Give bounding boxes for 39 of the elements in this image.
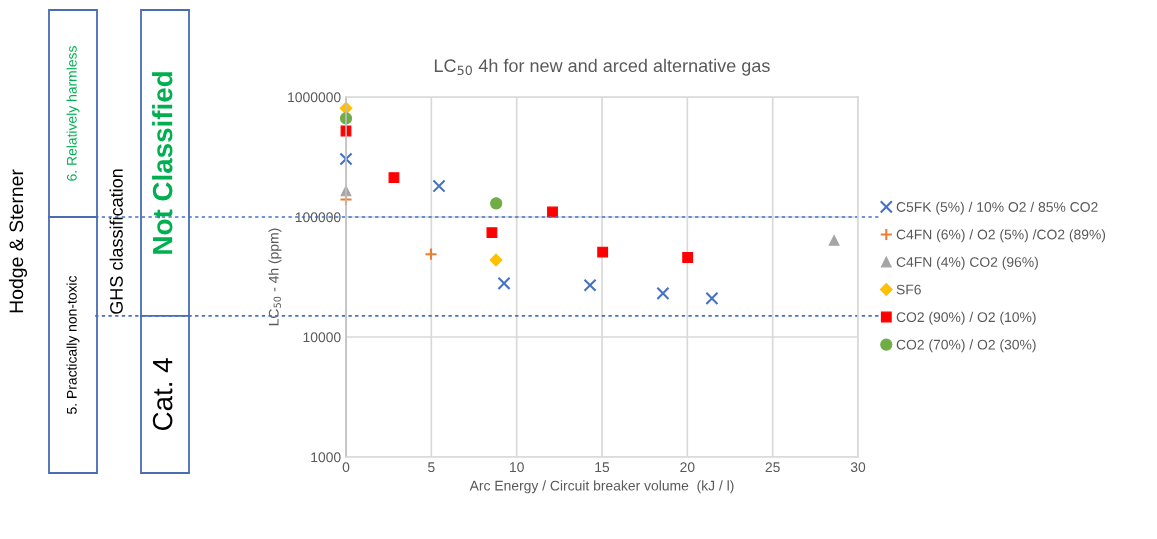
point: [705, 291, 719, 305]
point: [490, 197, 503, 210]
y-tick-label: 1000000: [288, 92, 341, 103]
point: [486, 227, 498, 239]
legend-label: SF6: [896, 284, 921, 295]
point: [497, 276, 511, 290]
text: Hodge & Sterner: [8, 169, 28, 313]
text: GHS classification: [109, 169, 123, 314]
legend-label: CO2 (90%) / O2 (10%): [896, 311, 1036, 325]
y-tick-label: 10000: [303, 332, 341, 343]
x-tick-label: 25: [765, 462, 780, 473]
x-tick-label: 0: [342, 462, 350, 473]
legend-label: C4FN (6%) / O2 (5%) /CO2 (89%): [896, 229, 1106, 243]
chart-title: LC$_{50}$ 4h for new and arced alternative gas: [434, 58, 770, 76]
x-tick-label: 20: [680, 462, 695, 473]
point: [489, 253, 503, 267]
text: Cat. 4: [152, 358, 173, 431]
x-tick-label: 30: [850, 462, 866, 473]
text: Not Classified: [152, 72, 173, 254]
legend-label: C5FK (5%) / 10% O2 / 85% CO2: [896, 201, 1098, 215]
y-tick-label: 1000: [311, 452, 341, 463]
text: 6. Relatively harmless: [66, 46, 80, 181]
x-tick-label: 15: [595, 462, 610, 473]
point: [597, 246, 609, 258]
text: 5. Practically non-toxic: [66, 275, 80, 414]
x-axis-title: Arc Energy / Circuit breaker volume (kJ / l): [469, 480, 734, 494]
legend-label: C4FN (4%) CO2 (96%): [896, 256, 1038, 270]
point: [339, 152, 353, 166]
legend-label: CO2 (70%) / O2 (30%): [896, 339, 1036, 353]
point: [682, 252, 694, 263]
point: [828, 234, 840, 246]
y-tick-label: 100000: [295, 212, 341, 223]
point: [583, 278, 597, 292]
point: [424, 247, 438, 261]
point: [432, 179, 446, 193]
point: [656, 286, 670, 300]
x-tick-label: 10: [510, 462, 524, 473]
point: [388, 172, 400, 184]
x-tick-label: 5: [428, 462, 435, 473]
